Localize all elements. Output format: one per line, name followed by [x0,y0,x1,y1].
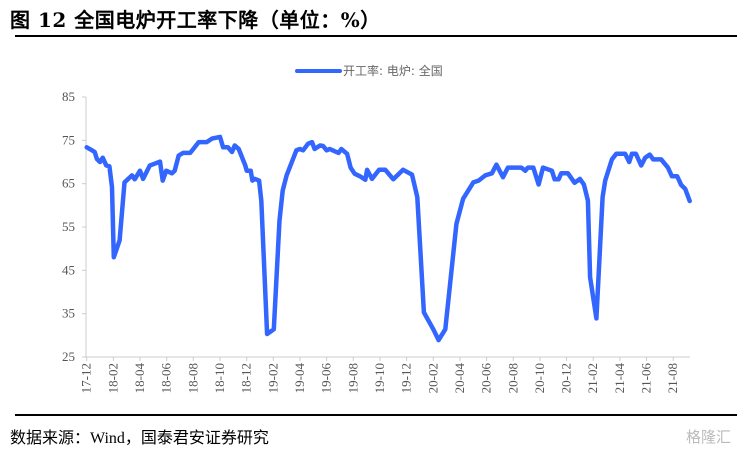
x-tick-label: 18-06 [159,363,174,394]
y-tick-label: 85 [62,89,75,104]
x-tick-label: 18-08 [185,363,200,393]
y-tick-label: 25 [62,349,75,364]
x-tick-label: 21-06 [639,363,654,394]
y-tick-label: 35 [62,306,75,321]
x-tick-label: 19-02 [265,363,280,393]
figure-title: 图 12 全国电炉开工率下降（单位：%） [10,8,381,32]
y-tick-label: 55 [62,219,75,234]
source-note: 数据来源：Wind，国泰君安证券研究 [10,430,269,447]
x-tick-label: 20-06 [479,363,494,394]
series-line [84,134,692,343]
footer-rule [15,414,737,416]
x-tick-label: 18-12 [239,363,254,393]
x-tick-label: 21-02 [585,363,600,393]
x-tick-label: 20-02 [425,363,440,393]
x-tick-label: 20-10 [532,363,547,393]
x-tick-label: 20-08 [505,363,520,393]
legend: 开工率: 电炉: 全国 [295,63,443,78]
x-tick-label: 20-04 [452,363,467,394]
y-tick-label: 65 [62,176,75,191]
x-tick-label: 19-06 [319,363,334,394]
x-tick-label: 17-12 [79,363,94,393]
legend-label: 开工率: 电炉: 全国 [343,63,443,78]
x-tick-label: 18-04 [132,363,147,394]
x-tick-label: 20-12 [559,363,574,393]
watermark-logo: 格隆汇 [685,428,731,446]
x-tick-label: 19-10 [372,363,387,393]
x-tick-label: 18-10 [212,363,227,393]
title-rule [15,35,737,37]
y-tick-label: 75 [62,132,75,147]
x-tick-label: 21-08 [665,363,680,393]
y-tick-label: 45 [62,262,75,277]
x-tick-label: 18-02 [105,363,120,393]
x-tick-label: 19-08 [345,363,360,393]
x-tick-label: 21-04 [612,363,627,394]
x-tick-label: 19-12 [399,363,414,393]
x-tick-label: 19-04 [292,363,307,394]
